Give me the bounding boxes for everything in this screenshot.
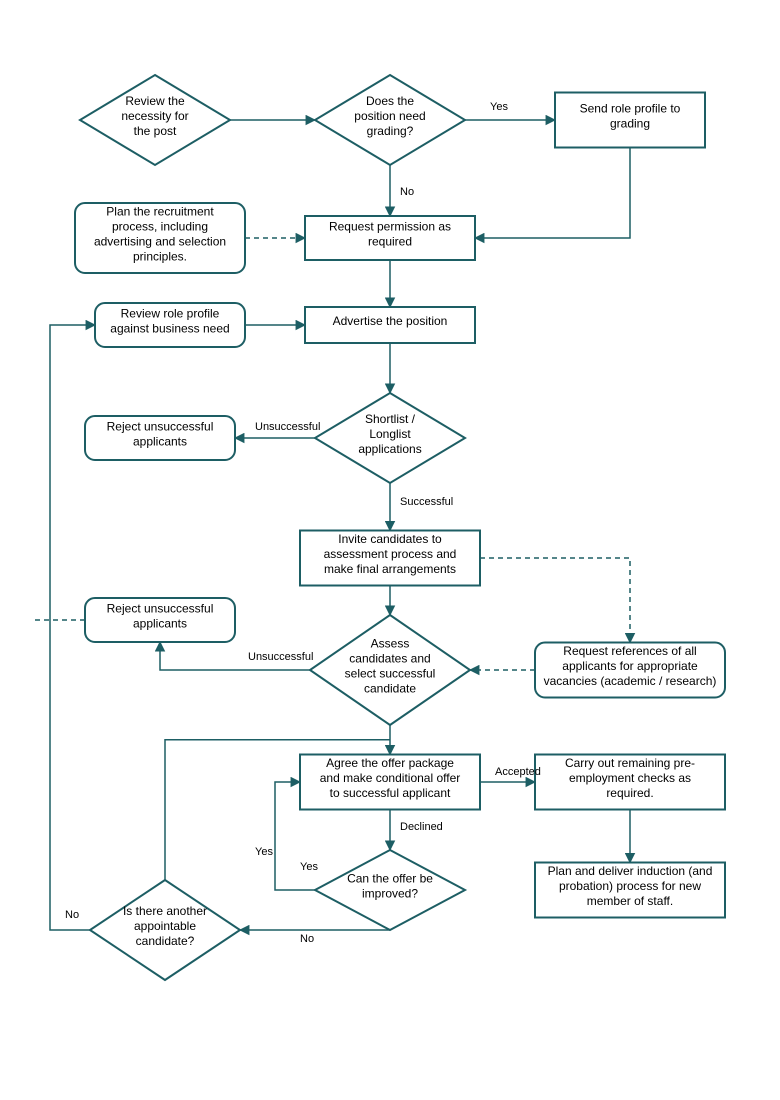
label-no3: No [65,909,79,921]
node-n6: Advertise the position [305,307,475,343]
node-n16: Can the offer beimproved? [315,850,465,930]
node-n3: Send role profile tograding [555,93,705,148]
label-unsuc1: Unsuccessful [255,421,320,433]
node-n14: Agree the offer packageand make conditio… [300,755,480,810]
node-n11: Assesscandidates andselect successfulcan… [310,615,470,725]
node-label: Review role profileagainst business need [110,307,229,336]
node-label: Agree the offer packageand make conditio… [320,756,461,800]
label-unsuc2: Unsuccessful [248,651,313,663]
node-n15: Carry out remaining pre-employment check… [535,755,725,810]
label-yes2: Yes [300,861,318,873]
node-n18: Is there anotherappointablecandidate? [90,880,240,980]
node-label: Request references of allapplicants for … [544,644,717,688]
recruitment-flowchart: Review thenecessity forthe post Does thep… [0,0,780,1100]
node-label: Invite candidates toassessment process a… [324,532,457,576]
node-n4: Request permission asrequired [305,216,475,260]
label-no1: No [400,186,414,198]
node-n7: Review role profileagainst business need [95,303,245,347]
label-no2: No [300,933,314,945]
label-yes3: Yes [255,846,273,858]
label-acc: Accepted [495,766,541,778]
node-n8: Shortlist /Longlistapplications [315,393,465,483]
node-n2: Does theposition needgrading? [315,75,465,165]
label-dec: Declined [400,821,443,833]
node-n10: Invite candidates toassessment process a… [300,531,480,586]
node-n1: Review thenecessity forthe post [80,75,230,165]
label-succ1: Successful [400,496,453,508]
nodes: Review thenecessity forthe post Does thep… [75,75,725,980]
node-n12: Reject unsuccessfulapplicants [85,598,235,642]
label-yes1: Yes [490,101,508,113]
node-n9: Reject unsuccessfulapplicants [85,416,235,460]
node-label: Advertise the position [333,314,448,328]
node-n17: Plan and deliver induction (andprobation… [535,863,725,918]
node-n13: Request references of allapplicants for … [535,643,725,698]
node-n5: Plan the recruitmentprocess, includingad… [75,203,245,273]
